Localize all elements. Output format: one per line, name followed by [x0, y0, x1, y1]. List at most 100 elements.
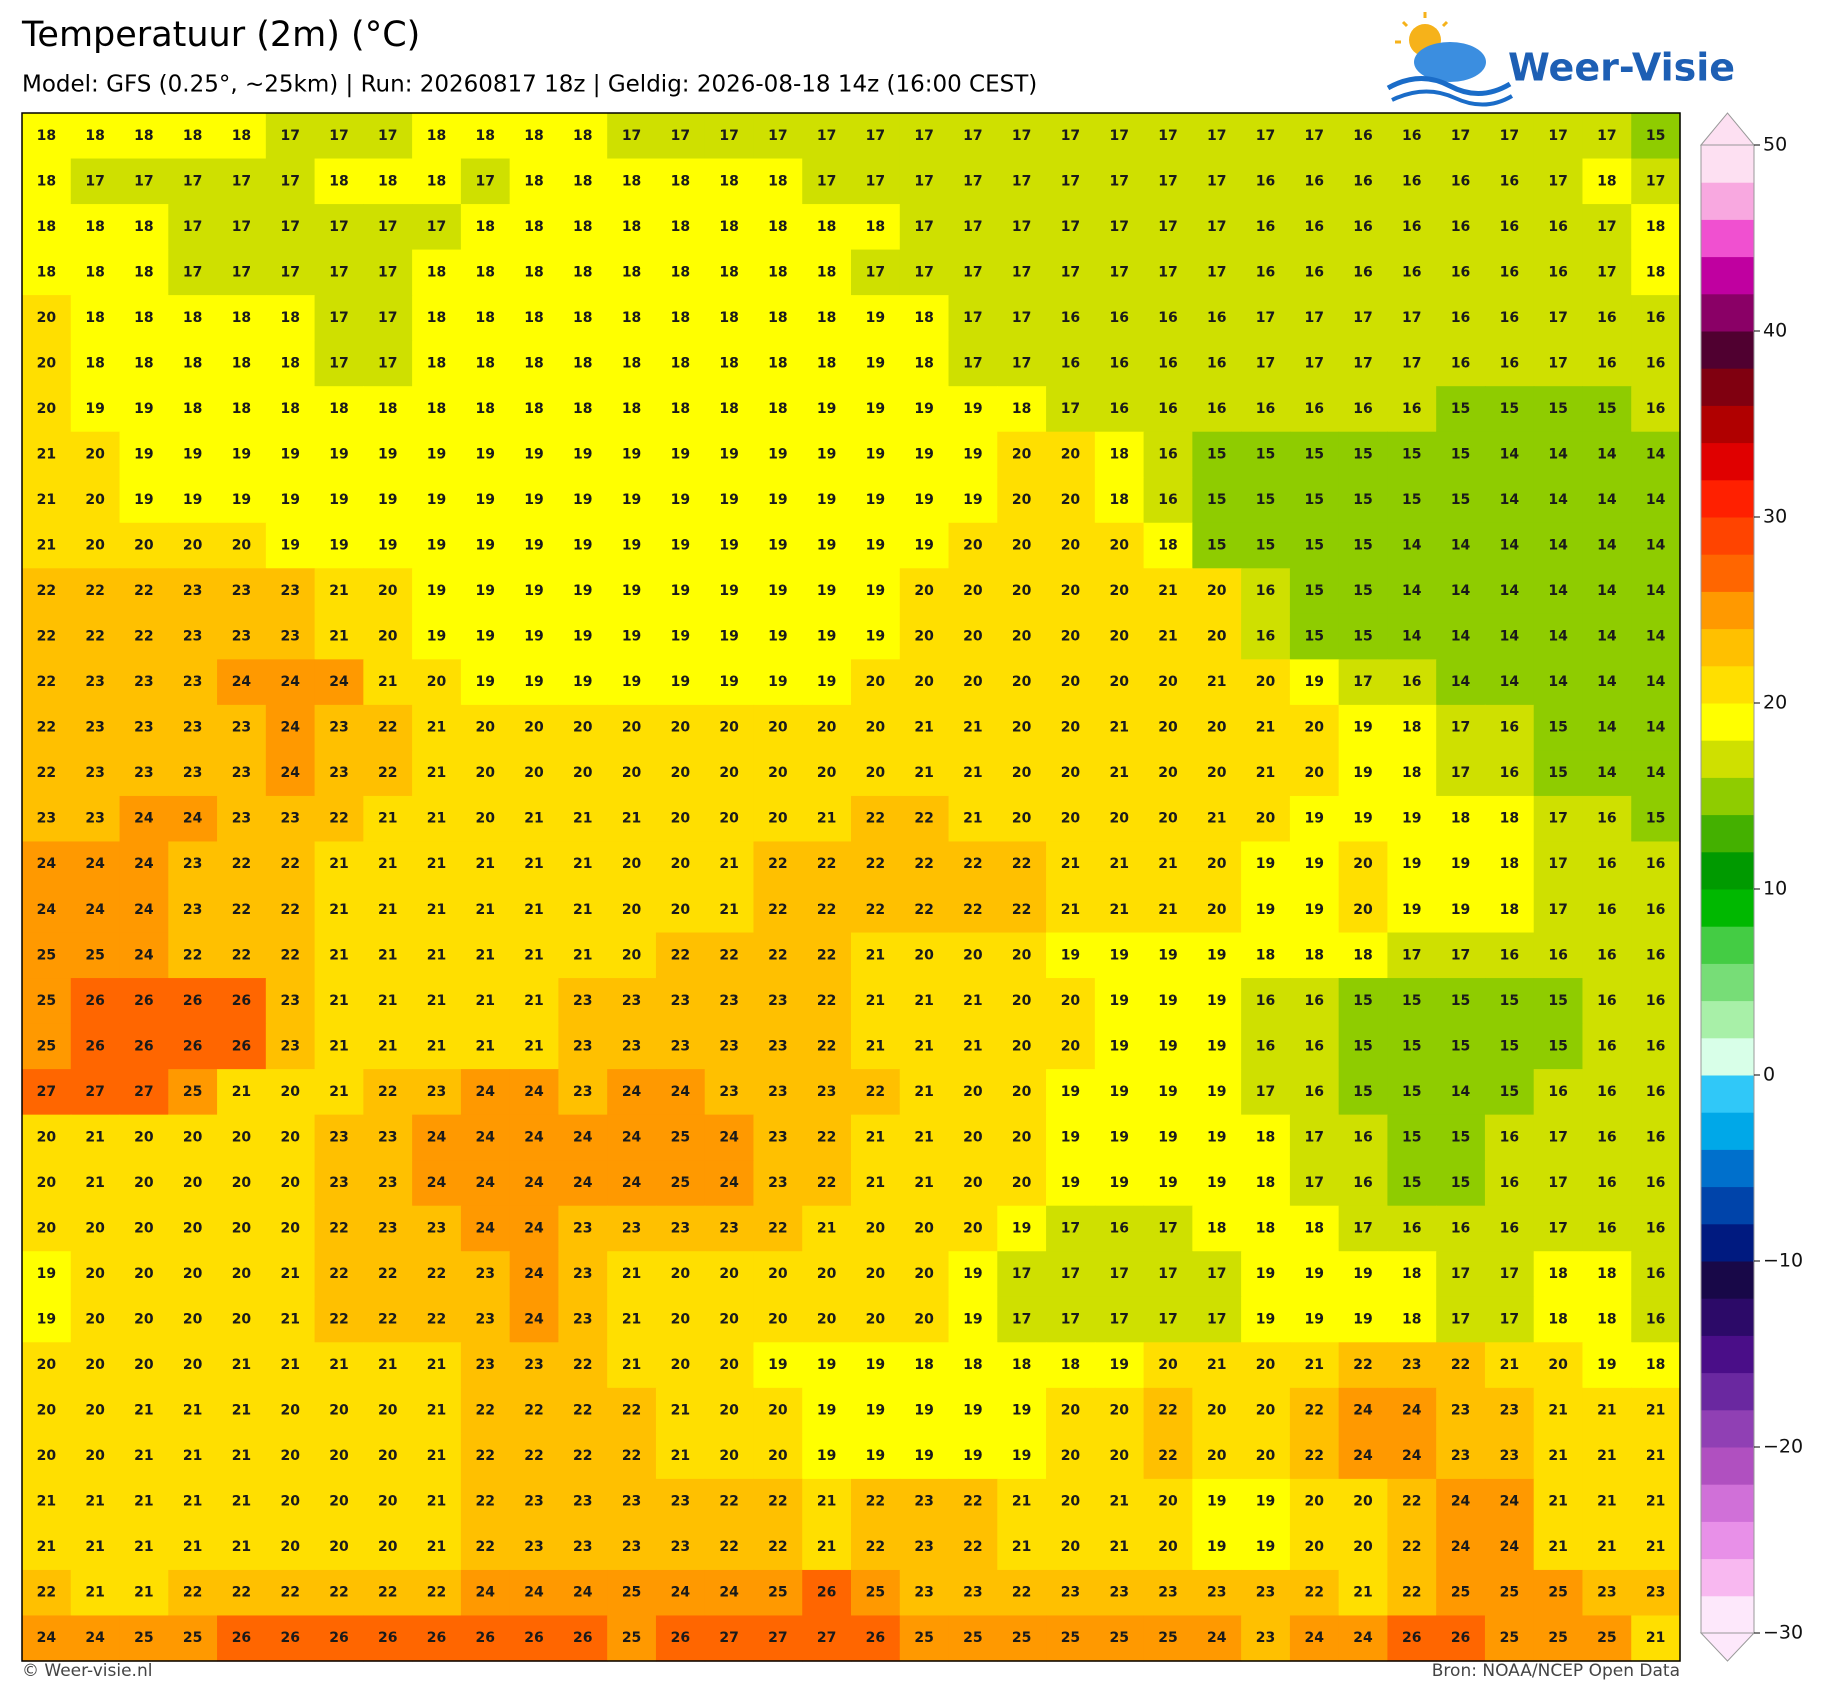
temperature-cell [119, 477, 169, 524]
temperature-cell [753, 158, 803, 205]
temperature-cell [1143, 295, 1193, 342]
temperature-label: 20 [671, 765, 691, 781]
temperature-cell [1289, 1433, 1340, 1480]
temperature-label: 18 [671, 355, 690, 371]
temperature-label: 18 [573, 219, 592, 235]
temperature-cell [1533, 659, 1584, 706]
temperature-cell [1631, 1342, 1681, 1389]
temperature-cell [899, 978, 950, 1025]
temperature-label: 20 [1061, 492, 1081, 508]
temperature-label: 16 [1109, 1220, 1128, 1236]
temperature-label: 25 [1548, 1630, 1567, 1646]
temperature-cell [704, 978, 755, 1025]
temperature-cell [1338, 522, 1389, 569]
temperature-cell [1338, 1160, 1389, 1207]
temperature-label: 18 [768, 219, 787, 235]
temperature-cell [314, 978, 364, 1025]
temperature-cell [899, 1478, 950, 1526]
temperature-cell [1631, 1387, 1681, 1434]
temperature-cell [314, 1205, 364, 1252]
temperature-label: 17 [1402, 947, 1421, 963]
temperature-cell [948, 158, 998, 205]
temperature-cell [70, 932, 121, 979]
temperature-label: 14 [1500, 538, 1520, 554]
temperature-cell [460, 795, 511, 843]
temperature-label: 15 [1548, 765, 1567, 781]
temperature-cell [460, 431, 511, 478]
temperature-cell [1436, 795, 1486, 843]
temperature-cell [1241, 431, 1291, 478]
temperature-label: 19 [378, 538, 397, 554]
temperature-cell [217, 522, 267, 569]
temperature-label: 17 [1109, 1312, 1128, 1328]
temperature-cell [22, 204, 72, 251]
temperature-label: 18 [1402, 765, 1421, 781]
temperature-label: 19 [37, 1266, 56, 1282]
temperature-cell [1143, 659, 1193, 706]
temperature-label: 20 [768, 1312, 788, 1328]
temperature-cell [314, 568, 364, 615]
temperature-cell [997, 431, 1047, 478]
temperature-label: 17 [1109, 1266, 1128, 1282]
temperature-label: 22 [573, 1403, 592, 1419]
temperature-label: 19 [1207, 1494, 1226, 1510]
logo: Weer-Visie [1386, 12, 1735, 107]
temperature-label: 27 [37, 1084, 56, 1100]
temperature-cell [22, 613, 72, 660]
temperature-cell [265, 887, 316, 934]
temperature-cell [1241, 477, 1291, 524]
temperature-cell [1582, 522, 1632, 569]
temperature-label: 17 [1500, 1312, 1519, 1328]
temperature-cell [1436, 1160, 1486, 1207]
temperature-label: 24 [329, 674, 349, 690]
temperature-cell [265, 1160, 316, 1207]
temperature-label: 20 [1305, 1539, 1325, 1555]
temperature-cell [997, 750, 1047, 797]
temperature-label: 21 [1256, 765, 1275, 781]
temperature-cell [22, 113, 72, 160]
temperature-label: 18 [1353, 947, 1372, 963]
temperature-label: 19 [1207, 1539, 1226, 1555]
temperature-label: 24 [134, 811, 154, 827]
temperature-cell [460, 1251, 511, 1298]
temperature-cell [22, 295, 72, 342]
temperature-cell [1387, 1023, 1437, 1070]
temperature-label: 18 [1256, 947, 1275, 963]
temperature-cell [1484, 204, 1535, 251]
temperature-label: 19 [719, 583, 738, 599]
temperature-label: 20 [378, 583, 398, 599]
temperature-label: 19 [1597, 1357, 1616, 1373]
temperature-label: 23 [280, 629, 299, 645]
temperature-label: 20 [622, 720, 642, 736]
temperature-label: 21 [329, 629, 348, 645]
temperature-cell [168, 1615, 218, 1662]
temperature-label: 21 [134, 1403, 153, 1419]
temperature-cell [1533, 1023, 1584, 1070]
temperature-label: 17 [622, 128, 641, 144]
temperature-label: 25 [1158, 1630, 1177, 1646]
temperature-cell [851, 1251, 901, 1298]
temperature-label: 20 [914, 629, 934, 645]
temperature-label: 22 [134, 629, 153, 645]
temperature-cell [265, 932, 316, 979]
temperature-cell [1533, 295, 1584, 342]
temperature-label: 24 [85, 856, 105, 872]
temperature-label: 14 [1402, 583, 1422, 599]
temperature-cell [1436, 1615, 1486, 1662]
temperature-label: 22 [817, 856, 836, 872]
temperature-cell [948, 1114, 998, 1161]
temperature-label: 24 [524, 1084, 544, 1100]
temperature-cell [1533, 978, 1584, 1025]
temperature-label: 19 [1061, 947, 1080, 963]
temperature-label: 20 [1305, 720, 1325, 736]
logo-wave [1391, 89, 1514, 107]
temperature-cell [948, 386, 998, 433]
temperature-cell [70, 1342, 121, 1389]
temperature-label: 21 [914, 993, 933, 1009]
temperature-label: 20 [866, 1220, 886, 1236]
temperature-cell [948, 1251, 998, 1298]
temperature-cell [802, 613, 852, 660]
temperature-cell [1338, 386, 1389, 433]
temperature-label: 21 [427, 1494, 446, 1510]
temperature-label: 20 [719, 1266, 739, 1282]
